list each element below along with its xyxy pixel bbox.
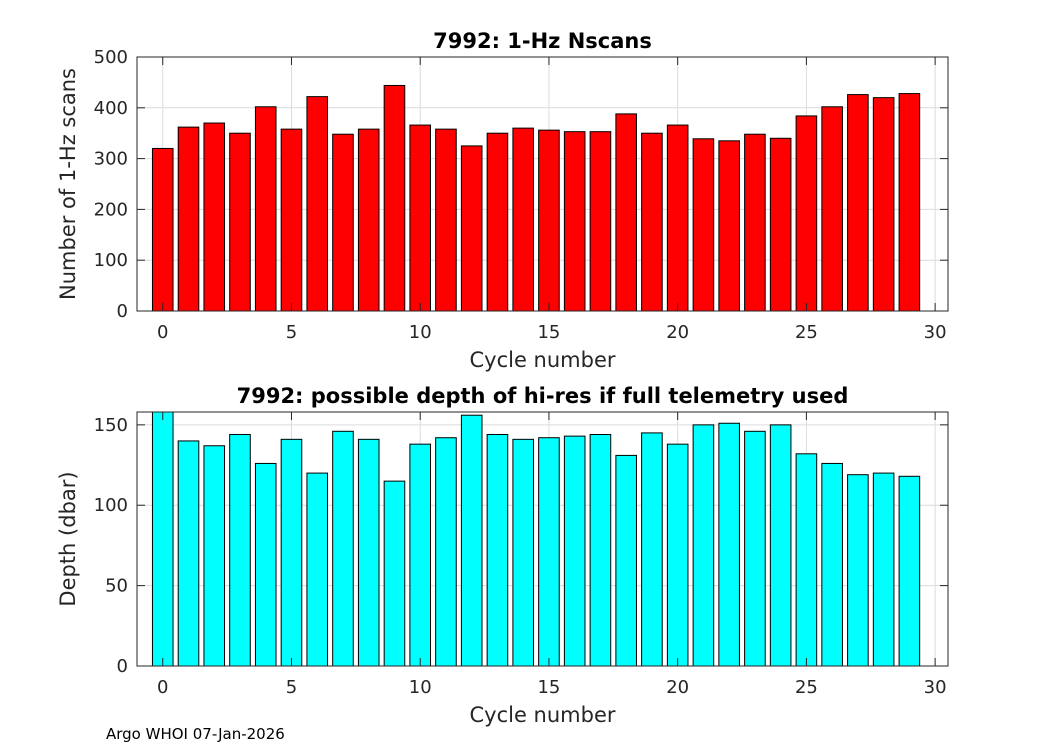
nscans-bar bbox=[641, 132, 663, 312]
depth-bar bbox=[512, 438, 534, 667]
nscans-bar bbox=[692, 138, 715, 312]
nscans-bar bbox=[512, 127, 534, 312]
depth-x-tick-label: 15 bbox=[537, 677, 560, 698]
nscans-bar bbox=[357, 128, 380, 312]
depth-bar bbox=[383, 480, 406, 667]
depth-axes-box bbox=[136, 411, 949, 667]
depth-bar bbox=[615, 454, 637, 667]
nscans-axes-box bbox=[136, 56, 949, 312]
nscans-bar bbox=[718, 140, 740, 312]
depth-bar bbox=[280, 438, 303, 667]
depth-bar bbox=[229, 434, 251, 667]
depth-bar bbox=[435, 437, 457, 667]
depth-bar bbox=[589, 434, 612, 667]
nscans-bar bbox=[177, 126, 200, 312]
depth-x-axis-label: Cycle number bbox=[469, 703, 615, 727]
depth-y-axis-label: Depth (dbar) bbox=[56, 471, 80, 606]
depth-bar bbox=[332, 430, 354, 667]
nscans-x-axis-label: Cycle number bbox=[469, 348, 615, 372]
depth-bar bbox=[847, 474, 869, 667]
depth-y-tick-label: 0 bbox=[117, 656, 128, 677]
nscans-x-tick-label: 10 bbox=[409, 322, 432, 343]
nscans-bar bbox=[306, 96, 329, 312]
depth-bar bbox=[460, 414, 483, 667]
nscans-y-tick-label: 200 bbox=[94, 199, 128, 220]
depth-x-tick-label: 10 bbox=[409, 677, 432, 698]
depth-bar bbox=[641, 432, 663, 667]
nscans-bar bbox=[615, 113, 637, 312]
depth-x-tick-label: 25 bbox=[795, 677, 818, 698]
depth-bar bbox=[898, 475, 921, 667]
depth-bar bbox=[409, 443, 432, 667]
depth-y-tick-label: 100 bbox=[94, 495, 128, 516]
nscans-bar bbox=[795, 115, 818, 312]
depth-bar bbox=[692, 424, 715, 667]
nscans-bar bbox=[409, 124, 432, 312]
depth-bar bbox=[254, 462, 277, 667]
nscans-bar bbox=[332, 133, 354, 312]
nscans-bar bbox=[898, 93, 921, 312]
depth-bar bbox=[203, 445, 226, 667]
depth-x-tick-label: 0 bbox=[157, 677, 168, 698]
depth-bar bbox=[177, 440, 200, 667]
nscans-bar bbox=[847, 94, 869, 312]
depth-bar bbox=[538, 437, 560, 667]
depth-bar bbox=[151, 411, 174, 667]
nscans-bar bbox=[460, 145, 483, 312]
nscans-x-tick-label: 0 bbox=[157, 322, 168, 343]
depth-bar bbox=[795, 453, 818, 667]
nscans-y-tick-label: 100 bbox=[94, 250, 128, 271]
nscans-bar bbox=[872, 97, 895, 312]
depth-bar bbox=[821, 462, 843, 667]
nscans-x-tick-label: 25 bbox=[795, 322, 818, 343]
depth-y-tick-label: 50 bbox=[105, 576, 128, 597]
depth-title: 7992: possible depth of hi-res if full t… bbox=[237, 384, 849, 408]
nscans-bar bbox=[151, 147, 174, 312]
nscans-y-tick-label: 0 bbox=[117, 301, 128, 322]
nscans-bar bbox=[666, 124, 689, 312]
nscans-bar bbox=[435, 128, 457, 312]
depth-x-tick-label: 30 bbox=[924, 677, 947, 698]
nscans-bar bbox=[821, 106, 843, 312]
nscans-x-tick-label: 20 bbox=[666, 322, 689, 343]
nscans-y-axis-label: Number of 1-Hz scans bbox=[56, 68, 80, 300]
nscans-bar bbox=[280, 128, 303, 312]
depth-bar bbox=[744, 430, 766, 667]
nscans-bar bbox=[589, 131, 612, 312]
nscans-bar bbox=[563, 131, 586, 312]
nscans-bar bbox=[383, 84, 406, 312]
nscans-bar bbox=[538, 129, 560, 312]
nscans-bar bbox=[486, 132, 509, 312]
depth-bar bbox=[769, 424, 792, 667]
depth-bar bbox=[872, 472, 895, 667]
nscans-bar bbox=[203, 122, 226, 312]
nscans-bar bbox=[229, 132, 251, 312]
depth-bar bbox=[357, 438, 380, 667]
nscans-y-tick-label: 300 bbox=[94, 149, 128, 170]
nscans-y-tick-label: 500 bbox=[94, 47, 128, 68]
depth-bar bbox=[306, 472, 329, 667]
depth-x-tick-label: 5 bbox=[286, 677, 297, 698]
footer-label: Argo WHOI 07-Jan-2026 bbox=[106, 725, 285, 743]
depth-bar bbox=[718, 422, 740, 667]
nscans-bar bbox=[744, 133, 766, 312]
nscans-x-tick-label: 30 bbox=[924, 322, 947, 343]
depth-y-tick-label: 150 bbox=[94, 415, 128, 436]
nscans-title: 7992: 1-Hz Nscans bbox=[433, 29, 652, 53]
depth-bar bbox=[563, 435, 586, 667]
depth-bar bbox=[486, 434, 509, 667]
depth-bar bbox=[666, 443, 689, 667]
nscans-bar bbox=[254, 106, 277, 312]
depth-chart: 0 5 10 15 20 25 30 0 50 100 150 7992: possible dept… bbox=[56, 384, 949, 727]
nscans-bar bbox=[769, 137, 792, 312]
nscans-x-tick-label: 5 bbox=[286, 322, 297, 343]
nscans-y-tick-label: 400 bbox=[94, 98, 128, 119]
depth-x-tick-label: 20 bbox=[666, 677, 689, 698]
nscans-x-tick-label: 15 bbox=[537, 322, 560, 343]
